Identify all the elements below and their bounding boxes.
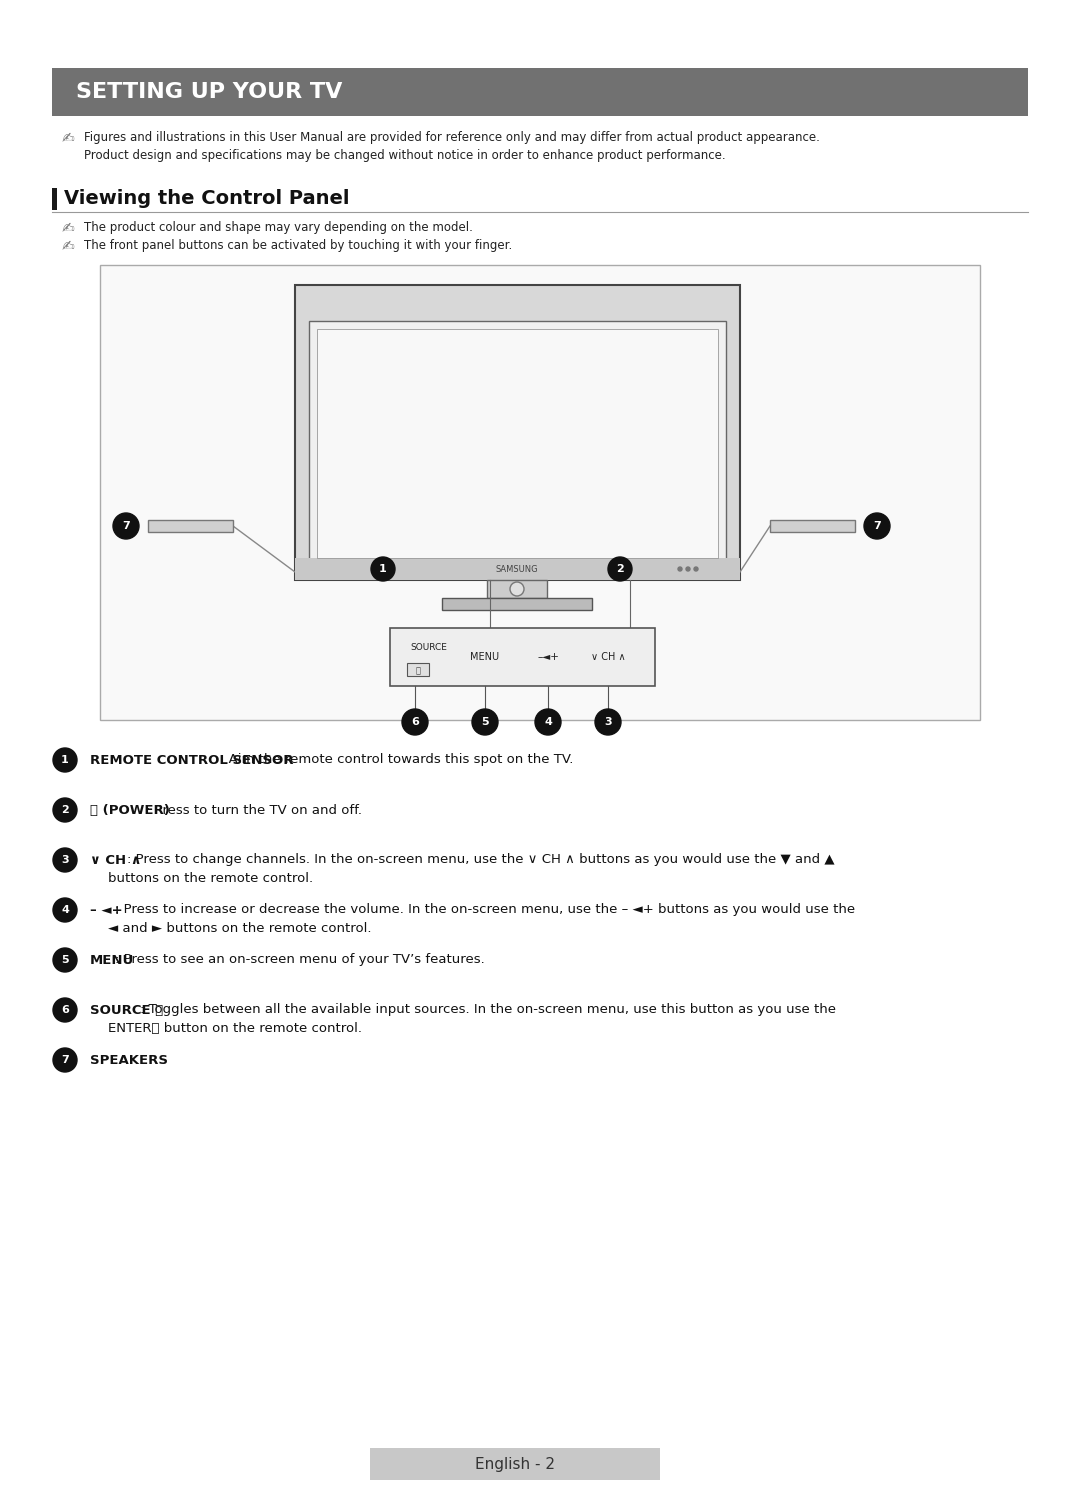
Text: The product colour and shape may vary depending on the model.: The product colour and shape may vary de…: [84, 222, 473, 235]
Text: SETTING UP YOUR TV: SETTING UP YOUR TV: [76, 82, 342, 103]
Bar: [52, 187, 57, 210]
Text: 2: 2: [616, 564, 624, 574]
Text: 2: 2: [62, 805, 69, 815]
Text: REMOTE CONTROL SENSOR: REMOTE CONTROL SENSOR: [90, 753, 294, 766]
Circle shape: [53, 998, 77, 1022]
Text: 7: 7: [62, 1055, 69, 1065]
Circle shape: [53, 748, 77, 772]
Text: MENU: MENU: [471, 652, 500, 662]
Circle shape: [53, 948, 77, 972]
Circle shape: [382, 565, 388, 571]
Bar: [442, 598, 592, 610]
Text: 1: 1: [62, 754, 69, 765]
Circle shape: [595, 708, 621, 735]
Text: : Press to change channels. In the on-screen menu, use the ∨ CH ∧ buttons as you: : Press to change channels. In the on-sc…: [127, 854, 835, 866]
Text: English - 2: English - 2: [475, 1457, 555, 1472]
Text: ∨ CH ∧: ∨ CH ∧: [90, 854, 141, 866]
Circle shape: [372, 557, 395, 580]
Text: : Toggles between all the available input sources. In the on-screen menu, use th: : Toggles between all the available inpu…: [139, 1003, 836, 1016]
Text: MENU: MENU: [90, 954, 134, 967]
Text: 4: 4: [62, 905, 69, 915]
Bar: [148, 519, 233, 533]
Text: Viewing the Control Panel: Viewing the Control Panel: [64, 189, 350, 208]
Text: ◄ and ► buttons on the remote control.: ◄ and ► buttons on the remote control.: [108, 921, 372, 934]
Circle shape: [53, 897, 77, 923]
Text: SOURCE: SOURCE: [410, 643, 447, 653]
Text: 4: 4: [544, 717, 552, 728]
Circle shape: [53, 1048, 77, 1071]
Text: ✍: ✍: [62, 131, 75, 146]
Text: The front panel buttons can be activated by touching it with your finger.: The front panel buttons can be activated…: [84, 240, 512, 253]
Text: Figures and illustrations in this User Manual are provided for reference only an: Figures and illustrations in this User M…: [84, 131, 820, 144]
Text: ✍: ✍: [62, 238, 75, 253]
Bar: [770, 519, 855, 533]
Text: SAMSUNG: SAMSUNG: [496, 564, 538, 573]
Circle shape: [694, 567, 698, 571]
Text: ✍: ✍: [62, 220, 75, 235]
Bar: [407, 664, 429, 676]
Bar: [487, 580, 546, 598]
Text: buttons on the remote control.: buttons on the remote control.: [108, 872, 313, 884]
Text: 1: 1: [379, 564, 387, 574]
Bar: [390, 628, 654, 686]
Text: 5: 5: [62, 955, 69, 966]
Circle shape: [402, 708, 428, 735]
Text: 7: 7: [122, 521, 130, 531]
Text: – ◄+: – ◄+: [90, 903, 123, 917]
Bar: [370, 1448, 660, 1481]
Circle shape: [535, 708, 561, 735]
Text: : Press to turn the TV on and off.: : Press to turn the TV on and off.: [146, 804, 362, 817]
Text: 3: 3: [62, 856, 69, 865]
Text: ⓔ: ⓔ: [416, 667, 420, 676]
Text: Product design and specifications may be changed without notice in order to enha: Product design and specifications may be…: [84, 149, 726, 162]
Text: 3: 3: [604, 717, 611, 728]
Circle shape: [53, 798, 77, 821]
Text: 5: 5: [482, 717, 489, 728]
Bar: [309, 321, 726, 565]
Text: : Press to see an on-screen menu of your TV’s features.: : Press to see an on-screen menu of your…: [114, 954, 485, 967]
Bar: [318, 329, 718, 558]
Circle shape: [678, 567, 681, 571]
Text: –◄+: –◄+: [537, 652, 559, 662]
Bar: [100, 265, 980, 720]
Text: : Aim the remote control towards this spot on the TV.: : Aim the remote control towards this sp…: [220, 753, 573, 766]
Text: SPEAKERS: SPEAKERS: [90, 1054, 168, 1067]
Circle shape: [510, 582, 524, 597]
Text: 6: 6: [411, 717, 419, 728]
Text: : Press to increase or decrease the volume. In the on-screen menu, use the – ◄+ : : Press to increase or decrease the volu…: [114, 903, 855, 917]
Text: ⓘ (POWER): ⓘ (POWER): [90, 804, 170, 817]
Circle shape: [608, 557, 632, 580]
Bar: [295, 286, 740, 580]
Circle shape: [472, 708, 498, 735]
Circle shape: [53, 848, 77, 872]
Circle shape: [686, 567, 690, 571]
Circle shape: [864, 513, 890, 539]
Bar: [52, 68, 1028, 116]
Text: ∨ CH ∧: ∨ CH ∧: [591, 652, 625, 662]
Text: ENTERⓔ button on the remote control.: ENTERⓔ button on the remote control.: [108, 1021, 362, 1034]
Circle shape: [113, 513, 139, 539]
Text: SOURCE ⓔ: SOURCE ⓔ: [90, 1003, 163, 1016]
Text: 7: 7: [873, 521, 881, 531]
Text: 6: 6: [62, 1004, 69, 1015]
Bar: [295, 558, 740, 580]
